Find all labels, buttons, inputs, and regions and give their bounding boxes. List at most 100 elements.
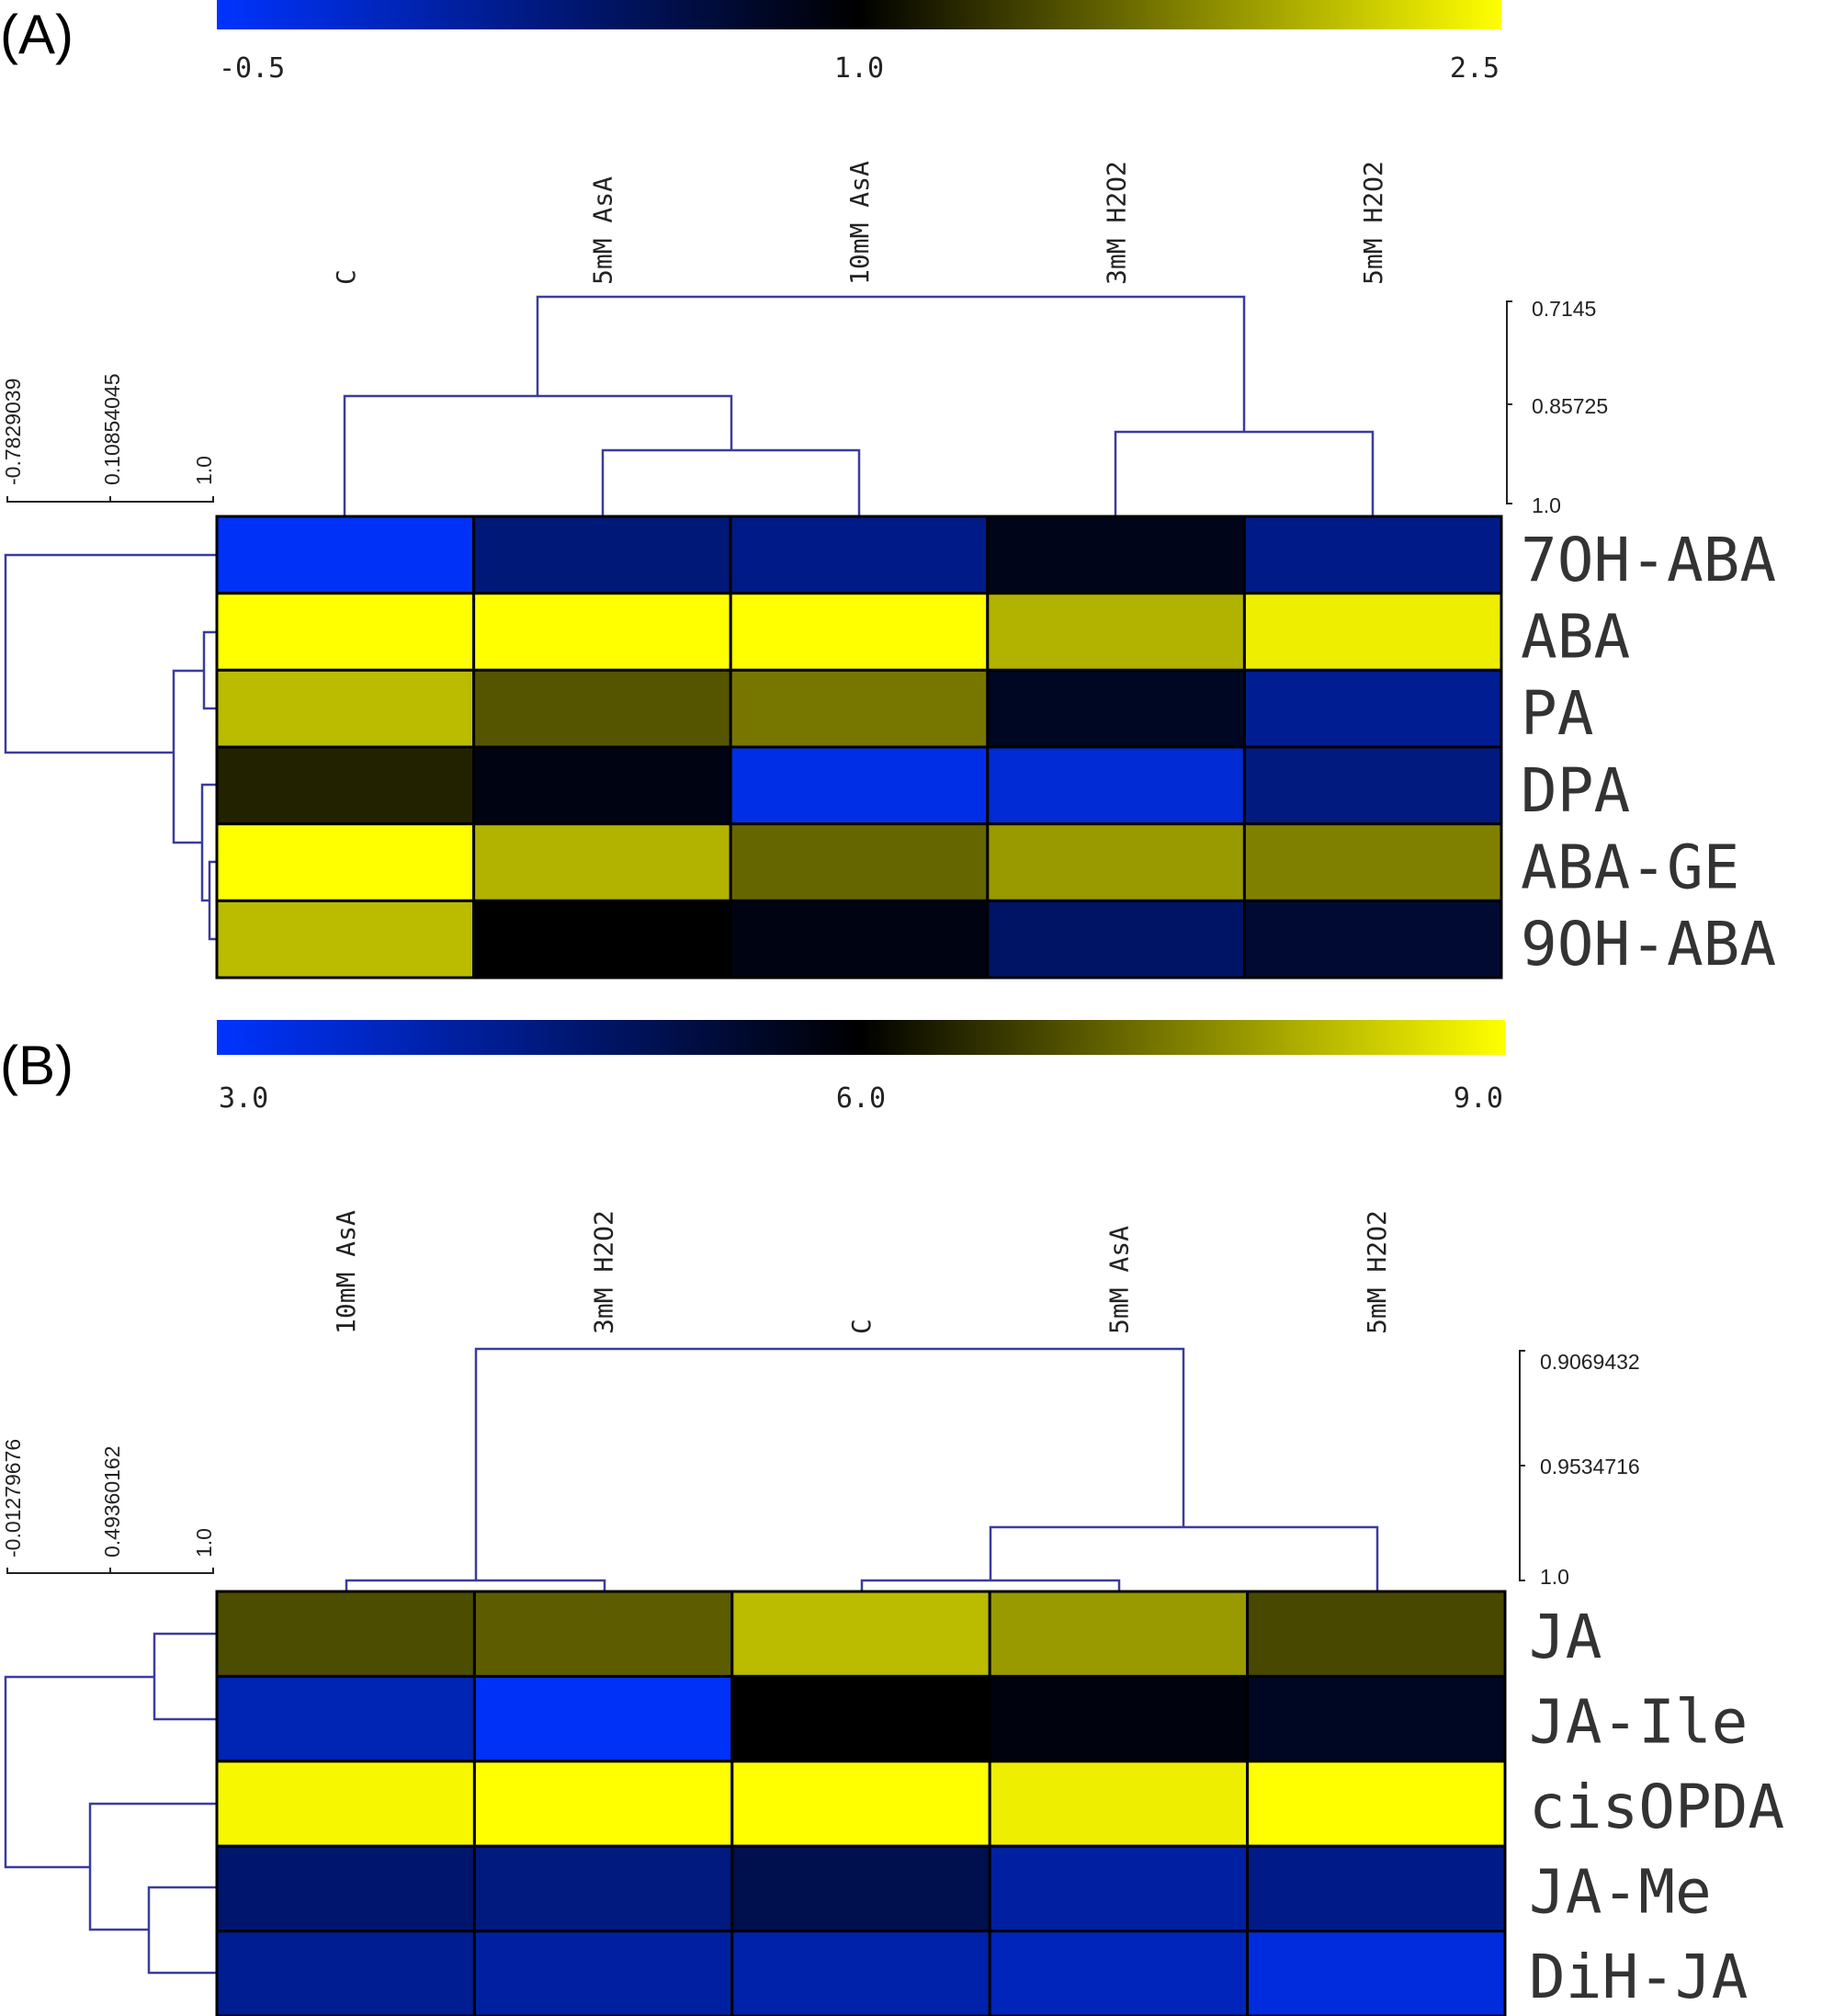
panel-a-heatmap-cell: [215, 745, 476, 826]
panel-a-heatmap-cell: [472, 745, 732, 826]
panel-b-colorbar: [217, 1020, 1505, 1055]
panel-b-column-dendrogram: [345, 1347, 1379, 1591]
panel-b-heatmap-cell: [215, 1930, 476, 2016]
panel-b-heatmap-cell: [988, 1760, 1250, 1848]
panel-a-row-label: ABA-GE: [1521, 832, 1739, 903]
panel-a-row-scale-tick-2: 1.0: [192, 456, 216, 485]
panel-a-column-labels: C 5mM AsA 10mM AsA 3mM H2O2 5mM H2O2: [331, 161, 1388, 285]
panel-a-heatmap-cell: [986, 515, 1246, 595]
panel-a-col-scale-tick-0: 0.7145: [1532, 297, 1596, 321]
panel-b-heatmap-cell: [730, 1590, 991, 1678]
panel-b-heatmap-cell: [472, 1930, 734, 2016]
panel-a-column-dendrogram: [343, 295, 1375, 516]
panel-a-colorbar-tick-max: 2.5: [1450, 52, 1500, 85]
panel-a-row-label: PA: [1521, 678, 1593, 749]
panel-b-colorbar-tick-min: 3.0: [219, 1082, 268, 1115]
panel-b-row-scale-tick-1: 0.49360162: [100, 1445, 124, 1557]
panel-a: (A) -0.5 1.0 2.5 C 5mM AsA 10mM AsA 3mM H2O…: [0, 0, 1776, 980]
panel-b-heatmap: [215, 1590, 1507, 2016]
panel-a-row-label: DPA: [1521, 755, 1630, 826]
panel-a-heatmap-cell: [729, 592, 990, 672]
panel-b-row-label: JA-Me: [1529, 1856, 1712, 1927]
panel-a-heatmap-cell: [215, 592, 476, 672]
panel-b-row-dendrogram-scale: -0.01279676 0.49360162 1.0: [1, 1439, 216, 1574]
panel-a-heatmap-cell: [215, 668, 476, 749]
panel-a-heatmap-cell: [986, 745, 1246, 826]
panel-b-col-scale-tick-2: 1.0: [1540, 1565, 1569, 1589]
panel-a-heatmap: [215, 515, 1503, 980]
panel-b-row-scale-tick-0: -0.01279676: [1, 1439, 25, 1557]
panel-a-heatmap-cell: [1242, 745, 1503, 826]
panel-a-column-dendrogram-scale: 0.7145 0.85725 1.0: [1506, 297, 1608, 517]
panel-b-label: (B): [0, 1035, 74, 1096]
panel-b-heatmap-cell: [472, 1844, 734, 1933]
panel-a-heatmap-cell: [1242, 592, 1503, 672]
panel-b-row-dendrogram: [4, 1632, 217, 1975]
panel-a-heatmap-cell: [472, 592, 732, 672]
panel-b-heatmap-cell: [215, 1674, 476, 1763]
panel-b-heatmap-cell: [730, 1674, 991, 1763]
panel-a-column-label: 10mM AsA: [844, 161, 875, 285]
panel-a-heatmap-cell: [986, 822, 1246, 902]
panel-a-label: (A): [0, 4, 74, 65]
panel-b-heatmap-cell: [988, 1590, 1250, 1678]
panel-b-row-labels: JA JA-Ile cisOPDA JA-Me DiH-JA: [1529, 1602, 1784, 2012]
panel-a-row-dendrogram: [4, 553, 217, 941]
panel-a-row-label: 7OH-ABA: [1521, 525, 1776, 595]
panel-a-column-label: 3mM H2O2: [1102, 161, 1132, 285]
panel-a-heatmap-cell: [472, 899, 732, 980]
panel-b-row-label: JA-Ile: [1529, 1687, 1748, 1758]
panel-a-heatmap-cell: [729, 899, 990, 980]
panel-a-heatmap-cell: [1242, 899, 1503, 980]
panel-b-heatmap-cell: [730, 1844, 991, 1933]
panel-b-heatmap-cell: [215, 1844, 476, 1933]
panel-b-heatmap-cell: [988, 1930, 1250, 2016]
panel-b-colorbar-tick-max: 9.0: [1454, 1082, 1503, 1115]
panel-a-heatmap-cell: [1242, 668, 1503, 749]
panel-b-heatmap-cell: [472, 1760, 734, 1848]
panel-b-heatmap-cell: [1246, 1844, 1507, 1933]
panel-a-column-label: C: [331, 269, 361, 285]
panel-a-col-scale-tick-2: 1.0: [1532, 493, 1561, 517]
panel-b-heatmap-cell: [988, 1844, 1250, 1933]
panel-a-column-label: 5mM H2O2: [1358, 161, 1388, 285]
panel-a-heatmap-cell: [215, 822, 476, 902]
panel-b-heatmap-cell: [472, 1590, 734, 1678]
panel-b-column-dendrogram-scale: 0.9069432 0.9534716 1.0: [1519, 1350, 1640, 1589]
panel-a-heatmap-cell: [729, 515, 990, 595]
panel-a-heatmap-cell: [472, 668, 732, 749]
panel-a-heatmap-cell: [215, 899, 476, 980]
panel-b-heatmap-cell: [215, 1760, 476, 1848]
panel-a-heatmap-cell: [986, 668, 1246, 749]
panel-a-heatmap-cell: [1242, 515, 1503, 595]
panel-a-heatmap-cell: [729, 745, 990, 826]
panel-a-colorbar-tick-mid: 1.0: [834, 52, 884, 85]
panel-a-heatmap-cell: [729, 668, 990, 749]
panel-b-heatmap-cell: [472, 1674, 734, 1763]
panel-a-row-label: ABA: [1521, 602, 1630, 673]
panel-b-colorbar-tick-mid: 6.0: [836, 1082, 886, 1115]
panel-a-heatmap-cell: [472, 515, 732, 595]
panel-a-heatmap-cell: [215, 515, 476, 595]
panel-b-heatmap-cell: [730, 1760, 991, 1848]
panel-a-heatmap-cell: [986, 899, 1246, 980]
panel-a-heatmap-cell: [472, 822, 732, 902]
panel-b-col-scale-tick-1: 0.9534716: [1540, 1455, 1640, 1478]
panel-b-heatmap-cell: [988, 1674, 1250, 1763]
panel-b-column-labels: 10mM AsA 3mM H2O2 C 5mM AsA 5mM H2O2: [331, 1210, 1392, 1334]
panel-a-row-scale-tick-0: -0.7829039: [1, 379, 25, 485]
panel-a-column-label: 5mM AsA: [587, 176, 617, 285]
panel-b-row-label: DiH-JA: [1529, 1942, 1748, 2012]
panel-b-row-label: JA: [1529, 1602, 1602, 1672]
panel-b-heatmap-cell: [1246, 1590, 1507, 1678]
panel-b-heatmap-cell: [1246, 1760, 1507, 1848]
panel-b-column-label: 3mM H2O2: [589, 1210, 619, 1334]
panel-a-col-scale-tick-1: 0.85725: [1532, 394, 1608, 418]
panel-a-row-scale-tick-1: 0.10854045: [100, 373, 124, 485]
panel-b-row-label: cisOPDA: [1529, 1772, 1784, 1842]
panel-a-colorbar-tick-min: -0.5: [219, 52, 285, 85]
panel-b-row-scale-tick-2: 1.0: [192, 1528, 216, 1557]
panel-b-col-scale-tick-0: 0.9069432: [1540, 1350, 1640, 1374]
